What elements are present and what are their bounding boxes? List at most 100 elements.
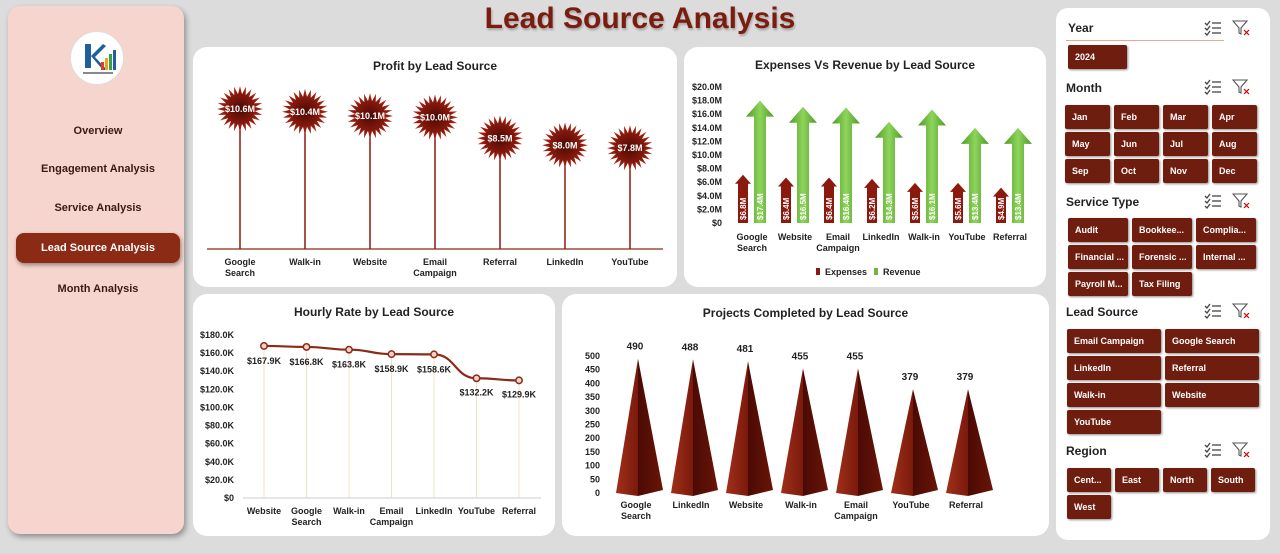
expenses-revenue-card: Expenses Vs Revenue by Lead Source $0 $2.… [684, 47, 1046, 287]
nav-overview[interactable]: Overview [73, 125, 123, 137]
expenses-bar [950, 182, 966, 223]
hourly-data-label: $163.8K [332, 360, 367, 370]
projects-bar-shade [638, 358, 663, 496]
profit-chart: $10.6M Google Search $10.4M Walk-in $10.1M Web… [207, 86, 663, 278]
lead-clear-filter-icon[interactable] [1231, 303, 1250, 319]
nav-lead-source-analysis[interactable]: Lead Source Analysis [16, 233, 180, 263]
month-option[interactable]: Jun [1114, 132, 1159, 156]
service-option[interactable]: Forensic ... [1132, 245, 1192, 269]
hourly-ytick: $100.0K [200, 402, 235, 412]
lead-option[interactable]: LinkedIn [1067, 356, 1161, 380]
month-option[interactable]: Oct [1114, 159, 1159, 183]
lead-option[interactable]: Email Campaign [1067, 329, 1161, 353]
profit-category-label: LinkedIn [546, 257, 583, 267]
service-option[interactable]: Tax Filing [1132, 272, 1192, 296]
profit-bar-walk-in [282, 88, 328, 135]
month-option[interactable]: Feb [1114, 105, 1159, 129]
projects-ytick: 500 [585, 351, 600, 361]
exprev-ytick: $16.0M [692, 109, 722, 119]
expenses-bar [778, 177, 794, 223]
exprev-ytick: $18.0M [692, 96, 722, 106]
sidebar: Overview Engagement Analysis Service Ana… [8, 6, 184, 534]
page-title: Lead Source Analysis [484, 2, 796, 35]
lead-option[interactable]: Website [1165, 383, 1259, 407]
year-filter-divider [1066, 40, 1224, 41]
exprev-ytick: $14.0M [692, 123, 722, 133]
profit-category-label: Walk-in [289, 257, 321, 267]
hourly-ytick: $180.0K [200, 330, 235, 340]
month-option[interactable]: Apr [1212, 105, 1257, 129]
month-clear-filter-icon[interactable] [1231, 79, 1250, 95]
region-option[interactable]: Cent... [1067, 468, 1111, 492]
exprev-ytick: $0 [712, 218, 722, 228]
region-option[interactable]: East [1115, 468, 1159, 492]
projects-ytick: 350 [585, 392, 600, 402]
projects-category-label: Website [729, 500, 763, 510]
profit-category-label: Google Search [225, 257, 256, 278]
month-option[interactable]: May [1065, 132, 1110, 156]
month-option[interactable]: Dec [1212, 159, 1257, 183]
hourly-category-label: Walk-in [333, 506, 365, 516]
revenue-bar [789, 106, 817, 223]
hourly-data-label: $129.9K [502, 389, 537, 399]
exprev-ytick: $10.0M [692, 150, 722, 160]
hourly-point [302, 343, 311, 351]
hourly-rate-card: Hourly Rate by Lead Source $0 $20.0K $40.0… [193, 294, 555, 536]
service-multiselect-icon[interactable] [1204, 193, 1222, 209]
nav-service-analysis[interactable]: Service Analysis [54, 202, 142, 214]
year-clear-filter-icon[interactable] [1231, 20, 1250, 36]
hourly-category-label: YouTube [458, 506, 495, 516]
projects-bar [836, 368, 858, 496]
exprev-category-label: Email Campaign [816, 232, 860, 253]
nav-month-analysis[interactable]: Month Analysis [57, 283, 139, 295]
exprev-ytick: $8.0M [697, 164, 722, 174]
projects-ytick: 200 [585, 433, 600, 443]
lead-option[interactable]: Google Search [1165, 329, 1259, 353]
projects-ytick: 50 [590, 474, 600, 484]
service-option[interactable]: Bookkee... [1132, 218, 1192, 242]
lead-option[interactable]: YouTube [1067, 410, 1161, 434]
hourly-rate-chart: $0 $20.0K $40.0K $60.0K $80.0K $100.0K $120.0K… [200, 330, 541, 527]
region-option[interactable]: South [1211, 468, 1255, 492]
expenses-data-label: $4.9M [997, 197, 1006, 220]
month-option[interactable]: Aug [1212, 132, 1257, 156]
lead-option[interactable]: Walk-in [1067, 383, 1161, 407]
region-clear-filter-icon[interactable] [1231, 442, 1250, 458]
lead-multiselect-icon[interactable] [1204, 303, 1222, 319]
revenue-bar [746, 100, 774, 223]
hourly-point [430, 350, 438, 359]
service-option[interactable]: Audit [1068, 218, 1128, 242]
service-clear-filter-icon[interactable] [1231, 193, 1250, 209]
region-multiselect-icon[interactable] [1204, 442, 1222, 458]
projects-bar-shade [693, 359, 718, 496]
profit-data-label: $10.0M [420, 112, 450, 122]
month-option[interactable]: Sep [1065, 159, 1110, 183]
projects-ytick: 150 [585, 447, 600, 457]
service-option[interactable]: Complia... [1196, 218, 1256, 242]
profit-data-label: $10.4M [290, 107, 320, 117]
revenue-data-label: $13.4M [971, 193, 980, 220]
projects-category-label: YouTube [892, 500, 929, 510]
month-option[interactable]: Jul [1163, 132, 1208, 156]
profit-data-label: $8.5M [487, 133, 512, 143]
nav-engagement-analysis[interactable]: Engagement Analysis [41, 163, 155, 175]
month-option[interactable]: Jan [1065, 105, 1110, 129]
region-option[interactable]: North [1163, 468, 1207, 492]
service-option[interactable]: Financial ... [1068, 245, 1128, 269]
month-option[interactable]: Mar [1163, 105, 1208, 129]
lead-option[interactable]: Referral [1165, 356, 1259, 380]
year-multiselect-icon[interactable] [1204, 20, 1222, 36]
month-multiselect-icon[interactable] [1204, 79, 1222, 95]
company-logo [70, 31, 124, 85]
year-option[interactable]: 2024 [1068, 45, 1127, 69]
service-option[interactable]: Internal ... [1196, 245, 1256, 269]
legend-revenue-swatch [874, 268, 878, 275]
expenses-data-label: $6.8M [739, 197, 748, 220]
exprev-category-label: Google Search [737, 232, 768, 253]
month-option[interactable]: Nov [1163, 159, 1208, 183]
region-option[interactable]: West [1067, 495, 1111, 519]
service-option[interactable]: Payroll M... [1068, 272, 1128, 296]
hourly-data-label: $166.8K [289, 357, 324, 367]
profit-bar-referral [477, 115, 523, 162]
hourly-ytick: $20.0K [205, 475, 235, 485]
